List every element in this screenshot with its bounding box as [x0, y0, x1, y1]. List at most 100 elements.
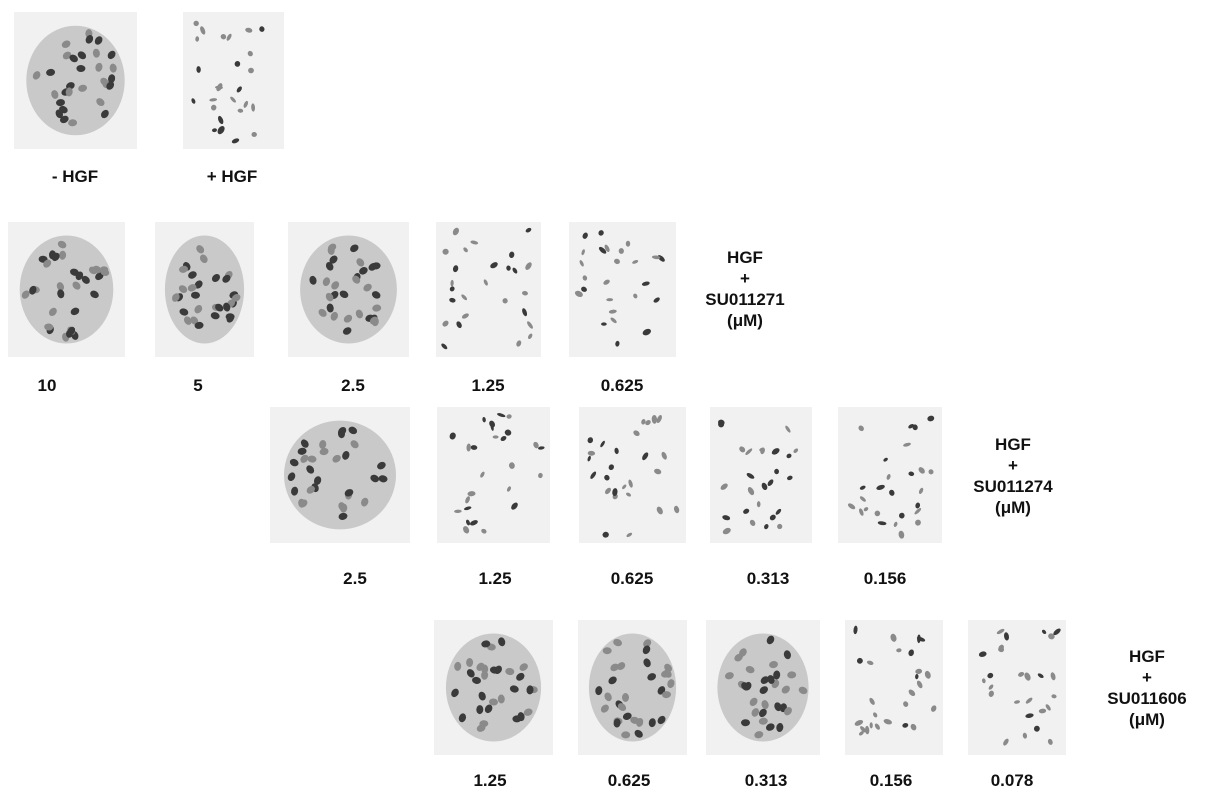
- control-label-minus-hgf: - HGF: [51, 167, 99, 186]
- dose-label-su011271-1: 10: [37, 376, 57, 395]
- cell: [769, 661, 778, 669]
- cell: [1025, 697, 1033, 704]
- cell: [442, 320, 449, 327]
- cell: [363, 283, 372, 292]
- cell: [483, 279, 488, 286]
- cell: [195, 36, 200, 42]
- cell: [95, 272, 104, 281]
- cell: [230, 96, 236, 103]
- micrograph-minus-hgf: [14, 12, 137, 149]
- cell: [525, 262, 532, 270]
- cell: [454, 509, 462, 514]
- cell-texture: [441, 227, 533, 350]
- cell: [987, 672, 994, 679]
- cell: [525, 227, 532, 233]
- cell: [319, 440, 327, 449]
- cell: [621, 731, 631, 739]
- cell: [178, 285, 188, 293]
- cell: [65, 87, 73, 97]
- cell: [766, 635, 775, 645]
- cell: [59, 115, 69, 124]
- cell: [61, 40, 71, 48]
- cell: [643, 639, 652, 648]
- cell: [330, 311, 338, 321]
- micrograph-su011606-dose-1: [434, 620, 553, 755]
- cell: [988, 684, 994, 690]
- cell: [463, 526, 470, 534]
- cell: [369, 316, 379, 325]
- cell: [1050, 672, 1056, 681]
- cell: [774, 468, 780, 475]
- dose-label-su011271-5: 0.625: [600, 376, 644, 395]
- cell: [759, 686, 768, 694]
- cell: [478, 691, 486, 701]
- cell: [100, 77, 109, 86]
- cell: [81, 275, 90, 284]
- cell: [371, 291, 381, 299]
- cell: [613, 638, 622, 647]
- cell: [886, 474, 891, 480]
- cell: [307, 455, 317, 463]
- cell: [642, 645, 651, 655]
- cell: [759, 708, 767, 718]
- cell: [450, 279, 454, 287]
- cell: [720, 483, 728, 490]
- condition-line-unit: (μM): [727, 311, 763, 330]
- cell: [481, 528, 487, 534]
- cell: [179, 308, 189, 316]
- cell: [914, 508, 922, 515]
- cell: [338, 502, 346, 511]
- cell: [903, 442, 911, 447]
- cell: [777, 523, 783, 530]
- cell: [853, 625, 858, 635]
- cell: [196, 66, 201, 73]
- cell: [188, 271, 197, 279]
- dose-label-su011274-4: 0.313: [746, 569, 790, 588]
- cell: [297, 447, 307, 455]
- cell: [481, 670, 489, 680]
- cell-texture: [191, 20, 265, 144]
- cell: [458, 713, 467, 723]
- cell: [643, 658, 651, 668]
- cell: [68, 119, 78, 127]
- cell: [793, 448, 799, 453]
- cell-texture: [717, 633, 809, 742]
- cell: [194, 321, 204, 329]
- cell: [874, 723, 880, 730]
- cell: [470, 445, 478, 450]
- dose-label-su011271-2: 5: [193, 376, 203, 395]
- cell: [574, 290, 583, 298]
- cell: [648, 718, 656, 728]
- cell: [718, 421, 725, 428]
- cell: [859, 485, 866, 490]
- cell: [608, 676, 617, 685]
- cell: [200, 26, 206, 35]
- cell: [924, 670, 931, 679]
- cell: [512, 715, 522, 723]
- cell: [908, 649, 914, 657]
- cell-texture: [164, 235, 245, 344]
- cell: [898, 530, 905, 539]
- cell: [522, 290, 528, 296]
- cell: [318, 308, 327, 317]
- cell: [647, 673, 657, 681]
- cell: [56, 282, 65, 291]
- cell: [466, 658, 474, 667]
- cell: [452, 265, 459, 273]
- cell: [492, 435, 499, 439]
- cell: [355, 309, 364, 319]
- cell: [988, 690, 994, 697]
- cell: [614, 447, 619, 455]
- cell: [55, 109, 64, 119]
- cell: [319, 448, 329, 456]
- cell: [756, 501, 761, 508]
- cell: [237, 108, 244, 113]
- cell: [918, 487, 924, 494]
- cell: [898, 512, 905, 519]
- cell-texture: [587, 415, 680, 538]
- cell: [1053, 628, 1061, 636]
- cell: [526, 685, 534, 695]
- cell: [908, 689, 916, 697]
- condition-line-plus: +: [740, 269, 750, 288]
- cell: [743, 508, 750, 514]
